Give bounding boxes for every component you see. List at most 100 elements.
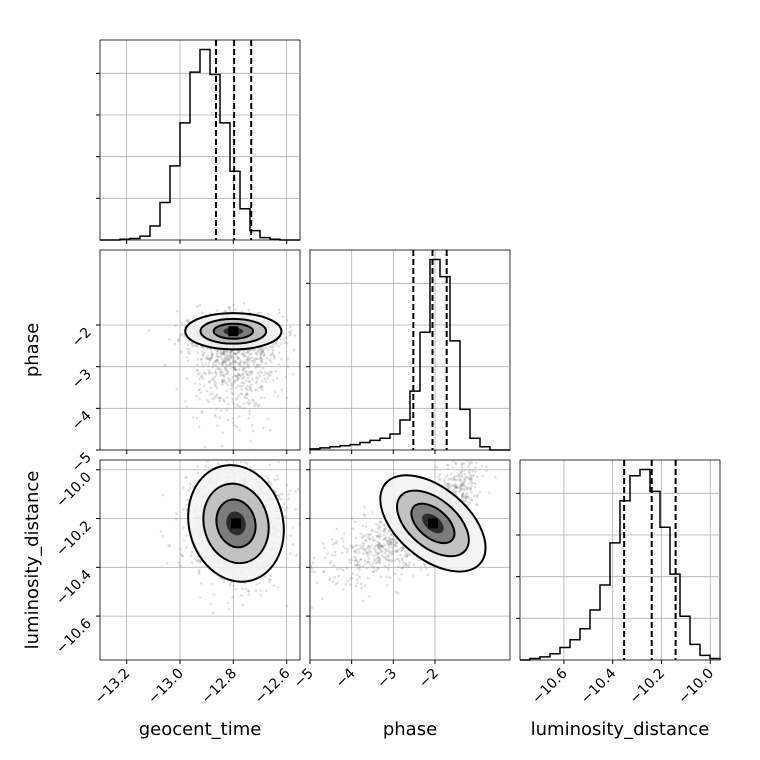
scatter-point	[207, 372, 211, 375]
scatter-point	[364, 525, 368, 529]
scatter-point	[224, 372, 228, 376]
scatter-point	[243, 375, 246, 379]
scatter-point	[202, 346, 205, 350]
scatter-point	[228, 306, 232, 309]
scatter-point	[393, 538, 396, 542]
scatter-point	[214, 359, 218, 363]
scatter-point	[191, 344, 194, 348]
scatter-point	[379, 520, 382, 523]
scatter-point	[279, 342, 282, 345]
scatter-point	[241, 365, 244, 368]
scatter-point	[369, 550, 373, 553]
scatter-point	[274, 452, 277, 455]
scatter-point	[369, 553, 372, 556]
scatter-point	[217, 367, 221, 370]
scatter-point	[387, 568, 390, 572]
scatter-point	[241, 377, 245, 380]
scatter-point	[233, 361, 237, 364]
scatter-point	[231, 375, 235, 379]
scatter-point	[274, 489, 278, 493]
density-peak	[231, 518, 241, 529]
scatter-point	[353, 563, 357, 566]
scatter-point	[347, 558, 351, 562]
scatter-point	[348, 561, 352, 564]
scatter-point	[212, 593, 216, 596]
scatter-point	[180, 321, 184, 325]
scatter-point	[462, 491, 465, 495]
scatter-point	[378, 528, 382, 532]
scatter-point	[323, 556, 327, 560]
scatter-point	[239, 359, 242, 362]
scatter-point	[240, 388, 244, 391]
scatter-point	[240, 381, 244, 385]
scatter-point	[182, 486, 185, 489]
scatter-point	[458, 473, 461, 476]
scatter-point	[242, 381, 246, 385]
scatter-point	[200, 374, 204, 378]
scatter-point	[371, 511, 374, 514]
scatter-point	[248, 371, 251, 374]
scatter-point	[449, 472, 453, 476]
scatter-point	[209, 311, 212, 315]
scatter-point	[219, 355, 223, 358]
scatter-point	[363, 562, 367, 566]
scatter-point	[294, 490, 298, 493]
scatter-point	[323, 570, 326, 573]
scatter-point	[354, 551, 358, 554]
scatter-point	[229, 583, 232, 586]
scatter-point	[186, 359, 190, 362]
scatter-point	[277, 308, 281, 312]
scatter-point	[471, 469, 474, 473]
scatter-point	[237, 384, 240, 387]
scatter-point	[459, 446, 462, 449]
scatter-point	[178, 337, 181, 340]
scatter-point	[244, 354, 247, 358]
scatter-point	[248, 401, 252, 405]
scatter-point	[223, 359, 226, 363]
scatter-point	[245, 351, 249, 354]
scatter-point	[204, 362, 208, 366]
scatter-point	[371, 535, 375, 539]
scatter-point	[257, 311, 261, 315]
scatter-point	[361, 524, 365, 528]
scatter-point	[259, 311, 263, 315]
scatter-point	[461, 484, 465, 488]
scatter-point	[253, 360, 257, 363]
scatter-point	[457, 473, 460, 477]
scatter-point	[367, 557, 371, 560]
scatter-point	[234, 352, 237, 356]
x-tick-label: −10.2	[627, 666, 669, 708]
scatter-point	[221, 381, 225, 384]
scatter-point	[185, 405, 189, 409]
scatter-point	[249, 387, 252, 391]
scatter-point	[220, 352, 224, 356]
scatter-point	[469, 486, 473, 490]
scatter-point	[374, 522, 378, 526]
scatter-point	[412, 563, 416, 566]
scatter-point	[221, 371, 224, 374]
scatter-point	[306, 545, 309, 548]
scatter-point	[311, 561, 315, 565]
scatter-point	[367, 560, 370, 564]
scatter-point	[291, 542, 295, 546]
scatter-point	[255, 351, 258, 355]
scatter-point	[457, 475, 461, 479]
scatter-point	[382, 533, 386, 537]
scatter-point	[217, 396, 221, 400]
scatter-point	[215, 359, 218, 362]
scatter-point	[351, 546, 355, 549]
scatter-point	[233, 367, 237, 370]
scatter-point	[179, 547, 182, 551]
scatter-point	[376, 551, 380, 555]
scatter-point	[254, 365, 257, 368]
scatter-point	[246, 350, 250, 353]
scatter-point	[251, 348, 255, 352]
scatter-point	[386, 584, 389, 587]
scatter-point	[291, 373, 295, 376]
scatter-point	[358, 566, 362, 569]
scatter-point	[377, 547, 381, 550]
scatter-point	[455, 478, 459, 482]
scatter-point	[210, 353, 214, 356]
scatter-point	[222, 580, 225, 584]
scatter-point	[185, 503, 189, 506]
